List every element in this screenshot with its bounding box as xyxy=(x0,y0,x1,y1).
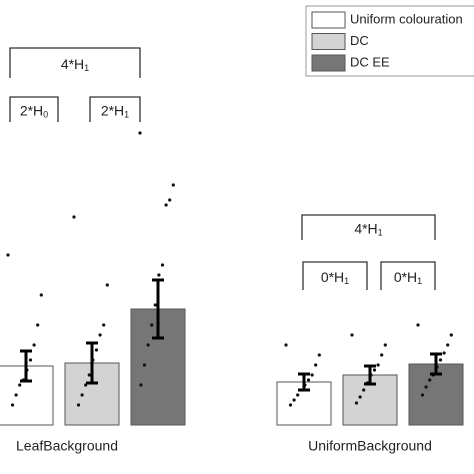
data-point xyxy=(14,393,18,397)
annotation-text: 4*H xyxy=(61,56,84,72)
legend-label: Uniform colouration xyxy=(350,11,463,26)
data-point xyxy=(10,403,15,407)
annotation: 2*H0 xyxy=(20,102,48,120)
annotation-sub: 1 xyxy=(378,228,383,238)
legend-label: DC xyxy=(350,33,369,48)
data-point xyxy=(6,253,10,257)
data-point xyxy=(428,378,432,382)
annotation: 0*H1 xyxy=(321,269,349,287)
data-point xyxy=(449,333,453,337)
legend-swatch xyxy=(311,33,346,50)
data-point xyxy=(317,353,321,357)
data-point xyxy=(372,368,377,372)
bracket xyxy=(9,47,141,78)
data-point xyxy=(306,378,311,382)
legend-swatch xyxy=(311,54,346,72)
data-point xyxy=(350,333,354,337)
bar xyxy=(130,308,186,426)
data-point xyxy=(102,323,106,327)
data-point xyxy=(138,131,142,135)
data-point xyxy=(32,343,36,347)
annotation: 2*H1 xyxy=(101,102,129,120)
data-point xyxy=(416,323,420,327)
bracket xyxy=(302,261,368,290)
annotation-sub: 1 xyxy=(344,276,349,286)
x-tick-label: LeafBackground xyxy=(16,438,118,454)
data-point xyxy=(383,343,387,347)
data-point xyxy=(18,383,22,387)
annotation: 4*H1 xyxy=(354,220,382,238)
data-point xyxy=(139,383,143,387)
annotation-sub: 1 xyxy=(417,276,422,286)
data-point xyxy=(362,388,366,392)
bracket xyxy=(301,214,436,240)
bracket xyxy=(89,96,141,122)
data-point xyxy=(80,393,84,397)
data-point xyxy=(420,393,425,397)
data-point xyxy=(292,398,296,402)
data-point xyxy=(354,401,359,405)
annotation-sub: 0 xyxy=(43,110,48,120)
data-point xyxy=(36,323,40,327)
annotation-sub: 1 xyxy=(84,63,89,73)
x-tick-label: UniformBackground xyxy=(308,438,432,454)
data-point xyxy=(168,198,172,202)
annotation: 4*H1 xyxy=(61,56,89,74)
data-point xyxy=(105,283,109,287)
data-point xyxy=(296,393,300,397)
bracket xyxy=(9,96,59,122)
legend-label: DC EE xyxy=(350,54,390,69)
data-point xyxy=(87,373,91,377)
annotation-text: 0*H xyxy=(394,269,417,285)
annotation-text: 2*H xyxy=(20,102,43,118)
data-point xyxy=(380,353,384,357)
data-point xyxy=(284,343,288,347)
data-point xyxy=(28,358,33,362)
data-point xyxy=(72,215,76,219)
data-point xyxy=(288,403,293,407)
data-point xyxy=(171,183,175,187)
bracket xyxy=(380,261,436,290)
data-point xyxy=(142,363,147,367)
data-point xyxy=(98,333,102,337)
annotation: 0*H1 xyxy=(394,269,422,287)
data-point xyxy=(358,395,362,399)
legend-swatch xyxy=(311,11,346,29)
data-point xyxy=(153,303,157,307)
data-point xyxy=(76,403,81,407)
data-point xyxy=(160,263,165,267)
data-point xyxy=(150,323,154,327)
data-point xyxy=(94,348,99,352)
annotation-text: 4*H xyxy=(354,220,377,236)
data-point xyxy=(314,363,318,367)
data-point xyxy=(438,358,443,362)
data-point xyxy=(376,363,380,367)
annotation-sub: 1 xyxy=(124,110,129,120)
data-point xyxy=(446,343,450,347)
data-point xyxy=(310,373,314,377)
data-point xyxy=(442,351,446,355)
data-point xyxy=(39,293,43,297)
annotation-text: 0*H xyxy=(321,269,344,285)
data-point xyxy=(164,203,168,207)
data-point xyxy=(424,385,428,389)
data-point xyxy=(157,273,161,277)
annotation-text: 2*H xyxy=(101,102,124,118)
data-point xyxy=(146,343,150,347)
